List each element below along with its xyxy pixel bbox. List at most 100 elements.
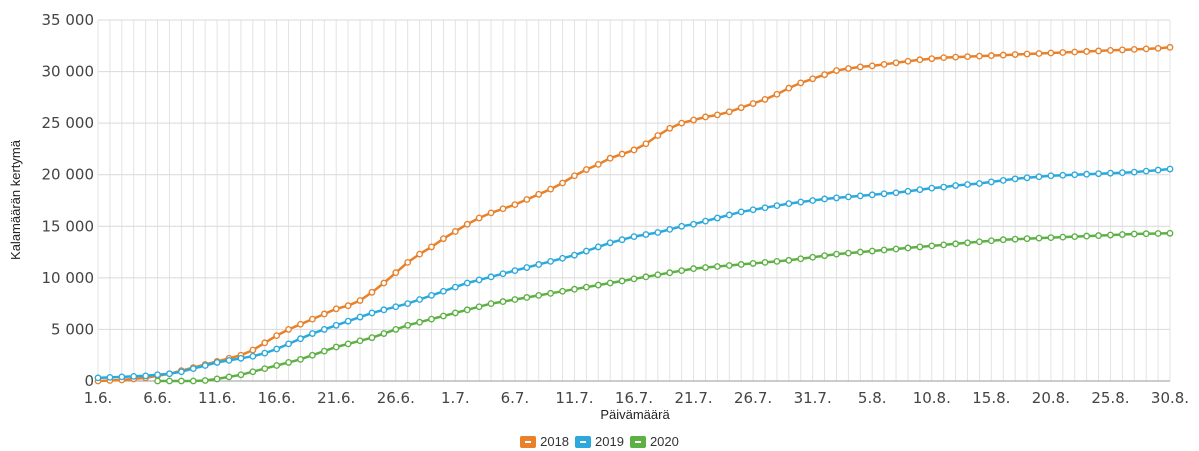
data-point	[249, 346, 257, 354]
data-point	[428, 291, 435, 299]
x-tick-label: 21.7.	[674, 389, 712, 407]
data-point	[1095, 170, 1102, 178]
data-point	[940, 241, 948, 249]
data-point	[809, 197, 817, 204]
data-point	[845, 249, 852, 257]
data-point	[511, 267, 519, 275]
data-point	[213, 375, 221, 383]
legend-item-2019[interactable]: 2019	[575, 434, 624, 449]
data-point	[1047, 234, 1055, 242]
data-point	[737, 261, 745, 268]
data-point	[344, 302, 352, 310]
data-point	[976, 52, 983, 60]
data-point	[761, 96, 769, 103]
data-point	[142, 372, 150, 380]
x-tick-label: 5.8.	[858, 389, 887, 407]
data-point	[356, 297, 364, 304]
data-point	[356, 313, 364, 321]
x-tick-label: 6.6.	[143, 389, 172, 407]
data-point	[273, 362, 281, 369]
data-point	[499, 298, 507, 305]
x-tick-label: 6.7.	[501, 389, 530, 407]
data-point	[451, 309, 459, 317]
data-point	[856, 63, 864, 71]
data-point	[1142, 230, 1150, 238]
data-point	[1035, 234, 1043, 242]
data-point	[487, 300, 495, 308]
line-chart: 0 5 000 10 000 15 000 20 000 25 000 30 000 35 0…	[8, 11, 1189, 422]
data-point	[797, 255, 805, 263]
data-point	[987, 237, 995, 245]
data-point	[690, 116, 697, 124]
data-point	[785, 84, 793, 92]
data-point	[344, 340, 352, 348]
data-point	[463, 306, 471, 314]
data-point	[320, 326, 328, 333]
data-point	[904, 244, 912, 252]
data-point	[964, 181, 971, 188]
data-point	[166, 377, 173, 385]
data-point	[237, 371, 245, 379]
data-point	[320, 347, 328, 355]
data-point	[713, 263, 721, 270]
data-point	[916, 186, 924, 194]
data-point	[1154, 230, 1162, 237]
data-point	[713, 214, 721, 222]
data-point	[1083, 48, 1091, 55]
data-point	[511, 296, 519, 303]
data-point	[380, 330, 388, 337]
data-point	[356, 337, 364, 345]
data-point	[606, 239, 614, 247]
data-point	[868, 62, 876, 70]
data-point	[702, 217, 709, 225]
data-point	[571, 251, 578, 259]
data-point	[511, 201, 519, 209]
data-point	[856, 192, 864, 200]
legend-item-2018[interactable]: 2018	[520, 434, 569, 449]
data-point	[154, 371, 161, 379]
data-point	[428, 315, 435, 323]
series-2019	[94, 165, 1174, 382]
data-point	[868, 247, 876, 255]
x-tick-label: 16.6.	[258, 389, 296, 407]
data-point	[1035, 173, 1043, 181]
data-point	[451, 228, 459, 235]
y-axis-ticks: 0 5 000 10 000 15 000 20 000 25 000 30 000 35 0…	[42, 11, 95, 390]
data-point	[332, 305, 340, 313]
data-point	[654, 229, 662, 236]
data-point	[1130, 168, 1138, 176]
data-point	[404, 258, 412, 266]
data-point	[475, 214, 483, 222]
data-point	[928, 242, 936, 250]
data-point	[475, 276, 483, 284]
data-point	[892, 245, 900, 253]
x-tick-label: 10.8.	[913, 389, 951, 407]
grid	[97, 19, 1171, 382]
data-point	[1023, 174, 1031, 182]
data-point	[487, 273, 495, 281]
data-point	[463, 279, 471, 287]
data-point	[475, 303, 483, 311]
data-point	[285, 359, 292, 366]
data-point	[833, 250, 840, 258]
data-point	[904, 187, 912, 195]
x-tick-label: 21.6.	[317, 389, 355, 407]
data-point	[201, 362, 209, 369]
legend-swatch	[575, 435, 592, 448]
data-point	[416, 318, 423, 326]
data-point	[535, 291, 543, 299]
legend-item-2020[interactable]: 2020	[629, 434, 679, 449]
legend-swatch	[520, 435, 537, 448]
data-point	[1011, 51, 1019, 58]
data-point	[1154, 166, 1162, 174]
data-point	[332, 321, 340, 329]
data-point	[725, 108, 733, 116]
data-point	[880, 246, 888, 254]
data-point	[237, 354, 245, 362]
data-point	[1130, 45, 1138, 53]
data-point	[940, 183, 948, 191]
data-point	[535, 261, 543, 268]
data-point	[678, 119, 686, 127]
y-tick-label: 25 000	[42, 114, 95, 132]
data-point	[440, 287, 447, 295]
